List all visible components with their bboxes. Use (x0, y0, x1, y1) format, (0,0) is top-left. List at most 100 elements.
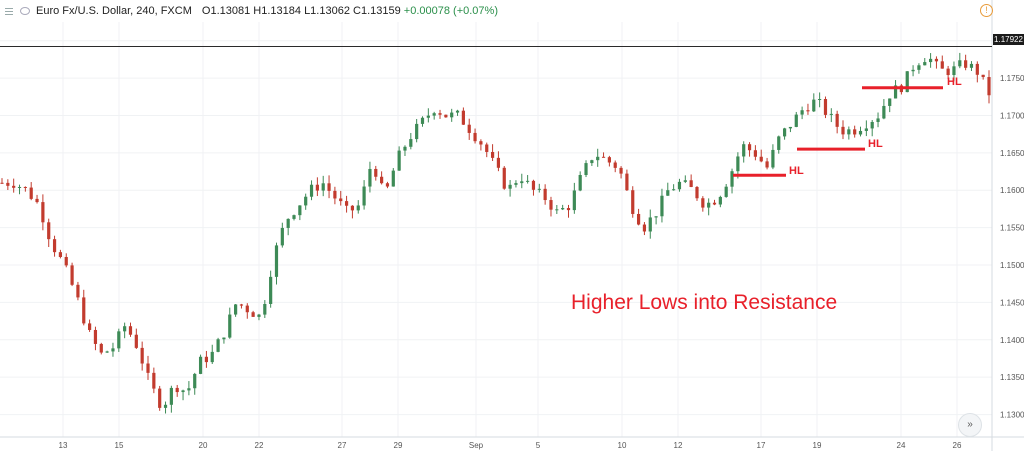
y-tick-label: 1.14500 (1000, 298, 1024, 307)
candle-body (6, 182, 10, 186)
candle-body (409, 139, 413, 147)
x-tick-label: 5 (536, 441, 541, 450)
low-value: L1.13062 (304, 5, 350, 17)
candle-body (561, 208, 565, 210)
candle-body (356, 205, 360, 211)
candle-body (403, 146, 407, 151)
candle-body (566, 208, 571, 211)
candle-body (847, 129, 851, 135)
candle-body (975, 63, 979, 75)
candle-body (58, 252, 63, 257)
candle-body (712, 202, 717, 205)
y-tick-label: 1.17500 (1000, 74, 1024, 83)
candle-body (882, 105, 886, 119)
candle-body (672, 189, 676, 191)
candle-body (543, 188, 547, 201)
y-tick-label: 1.14000 (1000, 336, 1024, 345)
menu-icon[interactable] (4, 6, 14, 16)
candle-body (198, 356, 203, 374)
y-tick-label: 1.13000 (1000, 411, 1024, 420)
symbol-label: Euro Fx/U.S. Dollar, 240, FXCM (36, 5, 192, 17)
candle-body (549, 200, 553, 210)
candle-body (490, 151, 495, 158)
candle-body (298, 205, 302, 216)
y-tick-label: 1.16000 (1000, 186, 1024, 195)
chart-annotation: Higher Lows into Resistance (571, 291, 838, 314)
candle-body (444, 114, 448, 118)
x-tick-label: 19 (813, 441, 822, 450)
candle-body (496, 157, 501, 168)
candle-body (753, 150, 757, 157)
candle-body (940, 61, 944, 69)
candle-body (479, 141, 483, 145)
candle-body (718, 196, 722, 205)
candle-body (806, 110, 810, 112)
scroll-right-icon[interactable]: » (958, 413, 982, 437)
candle-body (228, 314, 232, 338)
chart-header: Euro Fx/U.S. Dollar, 240, FXCM O1.13081 … (4, 3, 498, 19)
close-value: C1.13159 (353, 5, 401, 17)
candle-body (625, 173, 629, 191)
candle-body (111, 348, 115, 352)
candle-body (239, 304, 244, 306)
candle-body (438, 113, 442, 115)
candle-body (450, 112, 454, 118)
candle-body (64, 256, 68, 266)
candle-body (520, 181, 524, 184)
candle-body (946, 68, 950, 76)
candle-body (666, 190, 670, 196)
candle-body (917, 65, 921, 70)
candle-body (391, 170, 395, 187)
candle-body (76, 284, 80, 298)
candle-body (508, 184, 512, 189)
current-price-badge: 1.17922 (993, 34, 1024, 45)
candle-body (152, 372, 156, 389)
candle-body (88, 323, 92, 330)
eye-icon[interactable] (20, 7, 30, 15)
candle-body (695, 187, 699, 199)
candle-body (181, 390, 185, 393)
candle-body (455, 110, 460, 113)
candle-body (23, 186, 27, 188)
candle-body (269, 276, 273, 304)
candle-body (689, 180, 693, 188)
high-value: H1.13184 (253, 5, 301, 17)
candle-body (701, 198, 705, 208)
candle-body (601, 156, 606, 158)
candle-body (888, 98, 892, 106)
candle-body (631, 190, 635, 214)
candle-body (292, 215, 296, 219)
candle-body (911, 69, 915, 72)
candle-body (981, 74, 985, 78)
candle-body (636, 213, 641, 225)
candle-body (531, 180, 536, 190)
candle-body (286, 218, 290, 228)
candle-body (280, 227, 284, 246)
candle-body (572, 190, 576, 211)
x-tick-label: 15 (115, 441, 124, 450)
candle-body (969, 63, 974, 68)
candle-body (677, 181, 682, 190)
hl-label-3: HL (947, 76, 962, 88)
candle-body (858, 130, 863, 135)
x-tick-label: 12 (674, 441, 683, 450)
candle-body (397, 150, 401, 171)
warning-icon[interactable]: ! (980, 4, 993, 17)
candle-body (339, 198, 343, 202)
candle-body (263, 303, 267, 315)
candle-body (47, 222, 51, 240)
candle-body (432, 113, 436, 116)
candles (0, 52, 991, 414)
candle-body (163, 404, 168, 408)
candle-body (578, 175, 582, 191)
candle-body (175, 387, 179, 393)
candle-body (70, 265, 74, 285)
candle-body (315, 184, 319, 191)
annotation-marks (0, 46, 992, 177)
candle-body (526, 180, 530, 182)
candle-body (309, 184, 314, 197)
candle-body (642, 224, 647, 232)
candle-body (835, 113, 839, 127)
